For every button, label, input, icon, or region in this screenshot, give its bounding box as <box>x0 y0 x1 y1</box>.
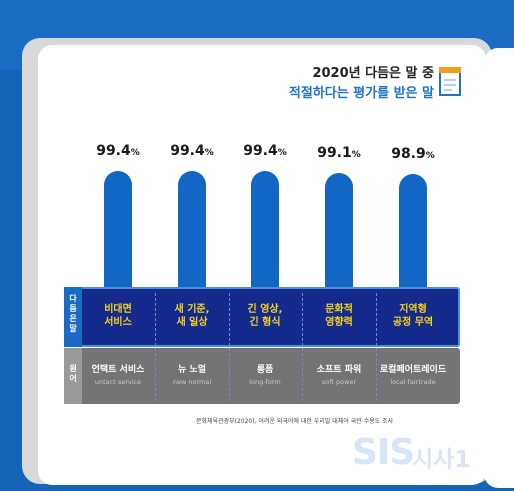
english-word-1: untact service <box>94 378 142 386</box>
original-word-row <box>64 348 460 404</box>
sisa-logo: 시사1 <box>412 447 471 473</box>
refined-word-2: 새 기준, 새 일상 <box>174 304 210 328</box>
bar-1 <box>104 171 132 287</box>
notepad-icon <box>439 67 461 96</box>
refined-word-5: 지역형 공정 무역 <box>392 304 434 328</box>
refined-word-row <box>64 287 460 347</box>
column-divider-4 <box>376 293 377 401</box>
refined-word-4: 문화적 영향력 <box>325 304 353 328</box>
bar-value-label-5: 98.9% <box>391 146 435 163</box>
bar-2 <box>178 171 206 287</box>
title-line-2: 적절하다는 평가를 받은 말 <box>288 86 434 101</box>
english-word-4: soft power <box>321 378 357 386</box>
column-divider-3 <box>302 293 303 401</box>
english-word-5: local fairtrade <box>390 378 436 386</box>
original-word-5: 로컬페어트레이드 <box>379 365 447 375</box>
original-word-2: 뉴 노멀 <box>178 365 206 375</box>
source-note: 문화체육관광부(2020), 어려운 외국어에 대한 우리말 대체어 국민 수용… <box>196 418 394 425</box>
original-word-1: 언택트 서비스 <box>91 365 145 375</box>
column-divider-1 <box>155 293 156 401</box>
refined-word-3: 긴 영상, 긴 형식 <box>247 304 283 328</box>
bar-3 <box>251 171 279 287</box>
original-word-3: 롱폼 <box>256 365 274 375</box>
original-word-4: 소프트 파워 <box>316 365 362 375</box>
bar-4 <box>325 172 353 287</box>
card-next-page <box>484 48 514 488</box>
column-divider-2 <box>228 293 230 401</box>
bar-5 <box>399 174 427 287</box>
site-url: www.sisaone.kr <box>416 466 479 475</box>
english-word-2: new normal <box>172 378 212 386</box>
refined-row-header <box>64 287 82 347</box>
bar-value-label-4: 99.1% <box>317 144 361 161</box>
refined-word-1: 비대면 서비스 <box>104 304 132 328</box>
english-word-3: long-form <box>249 378 281 386</box>
bar-value-label-3: 99.4% <box>243 143 287 159</box>
original-row-header <box>64 348 82 404</box>
title-line-1: 2020년 다듬은 말 중 <box>312 66 434 81</box>
bar-value-label-1: 99.4% <box>96 143 140 159</box>
bar-value-label-2: 99.4% <box>170 143 214 159</box>
sis-logo: SIS <box>352 432 415 473</box>
